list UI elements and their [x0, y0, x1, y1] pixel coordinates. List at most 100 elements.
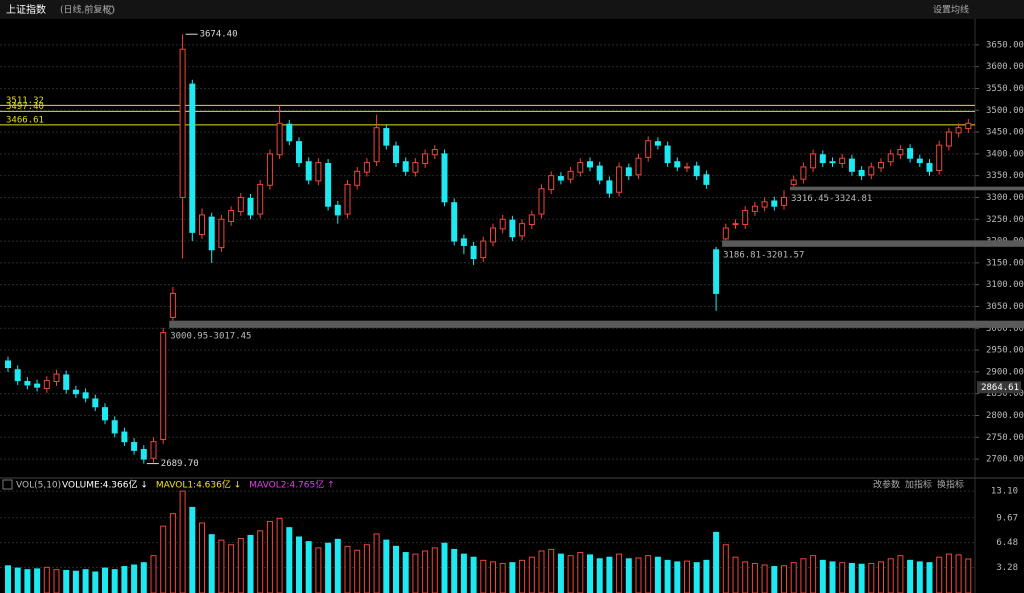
y-tick-label: 3100.00 [986, 280, 1024, 290]
candle-body [480, 240, 487, 259]
volume-bar [363, 544, 370, 593]
panel-button[interactable]: 换指标 [937, 479, 964, 491]
volume-bar [354, 549, 361, 593]
volume-bar [878, 561, 884, 593]
help-box[interactable] [2, 479, 13, 490]
gap-label: 3186.81-3201.57 [723, 250, 804, 260]
annotation-label: 3674.40 [200, 30, 238, 40]
gap-label: 3316.45-3324.81 [791, 194, 872, 204]
candle-body [422, 153, 429, 164]
volume-bar [131, 564, 138, 593]
y-tick-label: 3350.00 [986, 171, 1024, 181]
volume-bar [732, 556, 739, 593]
volume-bar [189, 506, 196, 593]
volume-bar [567, 555, 574, 593]
volume-bar [693, 562, 700, 593]
candle-body [441, 153, 448, 203]
volume-bar [237, 538, 244, 593]
candle-body [703, 174, 710, 185]
gap-zone [722, 240, 1024, 247]
chart-title: 上证指数 [6, 3, 46, 16]
candle-body [228, 210, 235, 222]
candle-body [945, 131, 952, 147]
y-tick-label: 3550.00 [986, 84, 1024, 94]
volume-legend: MAVOL2:4.765亿 ↑ [249, 479, 334, 491]
volume-bar [829, 561, 836, 593]
candle-body [654, 141, 661, 146]
volume-bar [296, 536, 302, 593]
candle-body [800, 166, 807, 180]
candle-body [470, 245, 477, 260]
candle-body [897, 149, 904, 156]
candle-body [839, 157, 846, 164]
candle-body [557, 176, 564, 181]
candle-body [878, 162, 884, 169]
y-tick-label: 2750.00 [986, 433, 1024, 443]
volume-bar [858, 563, 865, 593]
volume-bar [373, 533, 380, 593]
candle-body [199, 214, 205, 236]
candle-body [305, 161, 312, 181]
y-tick-label: 2700.00 [986, 455, 1024, 465]
volume-bar [781, 565, 787, 593]
candle-body [693, 165, 700, 177]
volume-bar [684, 560, 690, 593]
candle-body [965, 122, 972, 130]
candle-body [169, 292, 176, 318]
panel-button[interactable]: 改参数 [873, 479, 900, 491]
volume-bar [92, 571, 99, 593]
volume-bar [199, 522, 205, 593]
candle-body [916, 158, 923, 164]
volume-bar [800, 558, 807, 593]
volume-bar [703, 559, 710, 593]
volume-bar [926, 562, 933, 593]
y-tick-label: 3250.00 [986, 215, 1024, 225]
last-price-box [977, 381, 1021, 394]
y-tick-label: 13.10 [991, 487, 1018, 497]
volume-bar [887, 558, 894, 593]
candle-body [567, 170, 574, 180]
volume-bar [208, 534, 215, 593]
candle-body [237, 196, 244, 212]
volume-bar [257, 530, 264, 593]
settings-button[interactable]: 设置均线 [933, 4, 969, 16]
candle-body [208, 216, 215, 251]
candle-body [218, 218, 225, 249]
settings-icon[interactable] [105, 5, 115, 15]
volume-bar [24, 569, 31, 593]
volume-bar [528, 556, 535, 593]
volume-bar [587, 554, 593, 593]
volume-bar [441, 542, 448, 593]
y-tick-label: 3000.00 [986, 324, 1024, 334]
y-tick-label: 3450.00 [986, 128, 1024, 138]
candle-body [955, 127, 962, 134]
candle-body [72, 389, 79, 395]
volume-bar [5, 565, 11, 593]
y-tick-label: 3400.00 [986, 149, 1024, 159]
candle-body [907, 148, 914, 159]
volume-bar [955, 554, 962, 593]
volume-bar [218, 539, 225, 593]
volume-bar [53, 569, 60, 593]
candle-body [790, 179, 797, 185]
volume-bar [635, 557, 642, 593]
candle-body [393, 145, 399, 164]
volume-bar [460, 553, 467, 593]
volume-bar [266, 520, 273, 593]
volume-bar [63, 569, 70, 593]
candle-body [111, 420, 118, 434]
volume-bar [402, 552, 409, 593]
candle-body [490, 227, 496, 243]
volume-bar [121, 566, 128, 593]
panel-button[interactable]: 加指标 [905, 479, 932, 491]
volume-bar [276, 517, 283, 593]
candle-body [63, 374, 70, 390]
volume-bar [936, 556, 943, 593]
candle-body [625, 167, 632, 177]
volume-bar [247, 534, 254, 593]
candle-body [92, 398, 99, 408]
y-tick-label: 3050.00 [986, 302, 1024, 312]
y-tick-label: 2950.00 [986, 346, 1024, 356]
candle-body [722, 227, 729, 240]
